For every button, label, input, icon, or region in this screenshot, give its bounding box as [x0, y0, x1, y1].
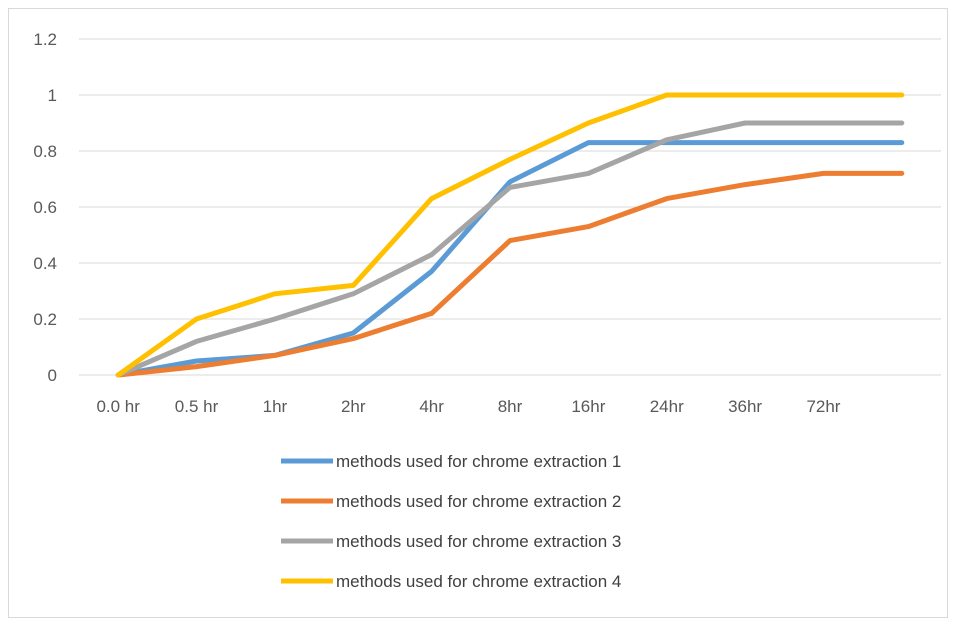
x-tick-label: 16hr: [571, 397, 605, 416]
x-tick-label: 4hr: [419, 397, 444, 416]
gridlines: [79, 38, 941, 376]
y-tick-label: 0: [48, 366, 57, 385]
legend: methods used for chrome extraction 1 meth…: [281, 452, 621, 591]
y-tick-label: 1: [48, 86, 57, 105]
legend-label-1: methods used for chrome extraction 1: [336, 452, 621, 471]
x-tick-label: 0.0 hr: [96, 397, 140, 416]
legend-label-2: methods used for chrome extraction 2: [336, 492, 621, 511]
line-chart: 0 0.2 0.4 0.6 0.8 1 1.2 0.0 hr 0.5 hr 1hr 2hr 4hr 8…: [33, 30, 941, 591]
x-tick-label: 72hr: [806, 397, 840, 416]
x-tick-label: 24hr: [650, 397, 684, 416]
y-tick-label: 0.4: [33, 254, 57, 273]
x-tick-label: 0.5 hr: [175, 397, 219, 416]
x-tick-label: 1hr: [263, 397, 288, 416]
series-line-3: [115, 120, 905, 378]
y-tick-label: 0.8: [33, 142, 57, 161]
x-axis-tick-labels: 0.0 hr 0.5 hr 1hr 2hr 4hr 8hr 16hr 24hr 36hr 72hr: [96, 397, 840, 416]
legend-label-3: methods used for chrome extraction 3: [336, 532, 621, 551]
legend-label-4: methods used for chrome extraction 4: [336, 572, 621, 591]
x-tick-label: 2hr: [341, 397, 366, 416]
y-axis-tick-labels: 0 0.2 0.4 0.6 0.8 1 1.2: [33, 30, 57, 385]
y-tick-label: 0.2: [33, 310, 57, 329]
series-line-2: [115, 170, 905, 378]
x-tick-label: 8hr: [498, 397, 523, 416]
series-line-4: [115, 92, 905, 378]
y-tick-label: 1.2: [33, 30, 57, 49]
series-lines: [115, 92, 905, 378]
y-tick-label: 0.6: [33, 198, 57, 217]
x-tick-label: 36hr: [728, 397, 762, 416]
chart-frame: 0 0.2 0.4 0.6 0.8 1 1.2 0.0 hr 0.5 hr 1hr 2hr 4hr 8…: [8, 8, 948, 618]
